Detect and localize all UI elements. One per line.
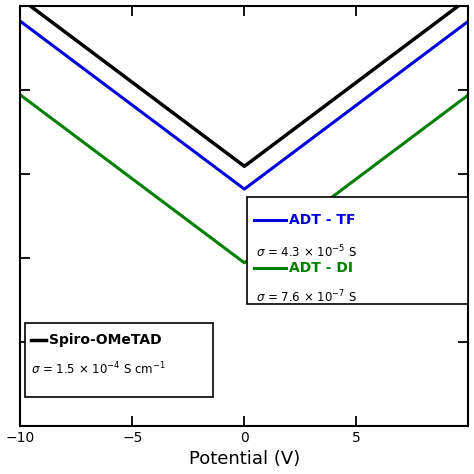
Text: $\sigma$ = 4.3 $\times$ 10$^{-5}$ S: $\sigma$ = 4.3 $\times$ 10$^{-5}$ S	[255, 243, 356, 260]
Text: Spiro-OMeTAD: Spiro-OMeTAD	[49, 333, 162, 347]
FancyBboxPatch shape	[246, 197, 468, 304]
Text: ADT - DI: ADT - DI	[289, 261, 353, 275]
Text: $\sigma$ = 1.5 $\times$ 10$^{-4}$ S cm$^{-1}$: $\sigma$ = 1.5 $\times$ 10$^{-4}$ S cm$^…	[31, 361, 166, 378]
Text: ADT - TF: ADT - TF	[289, 213, 356, 227]
FancyBboxPatch shape	[25, 323, 213, 397]
X-axis label: Potential (V): Potential (V)	[189, 450, 300, 468]
Text: $\sigma$ = 7.6 $\times$ 10$^{-7}$ S: $\sigma$ = 7.6 $\times$ 10$^{-7}$ S	[255, 288, 356, 305]
